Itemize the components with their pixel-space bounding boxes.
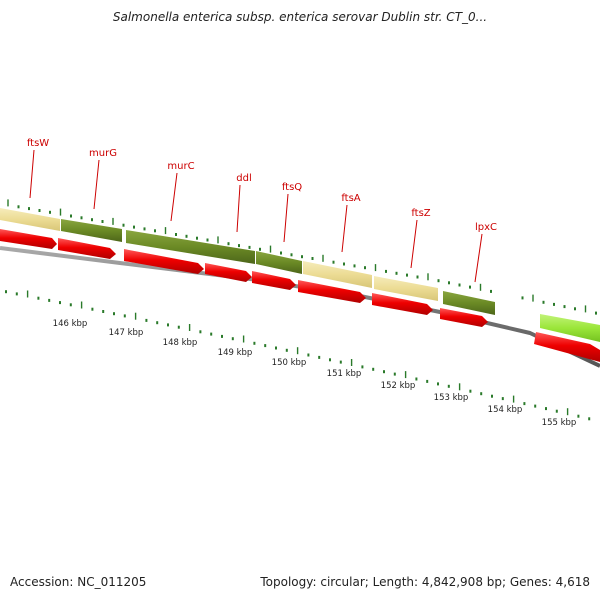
summary-text: Topology: circular; Length: 4,842,908 bp…	[260, 575, 590, 589]
gene-label-ftsW[interactable]: ftsW	[27, 138, 49, 149]
kbp-label: 148 kbp	[163, 338, 198, 348]
gene-feature-ftsA[interactable]	[374, 276, 438, 301]
kbp-label: 154 kbp	[488, 405, 523, 415]
accession-text: Accession: NC_011205	[10, 575, 147, 589]
gene-leader-line	[170, 172, 178, 222]
gene-feature-track	[0, 208, 600, 342]
gene-feature-ddl[interactable]	[256, 251, 302, 274]
gene-feature-lpxC[interactable]	[443, 291, 495, 315]
cds-arrow[interactable]	[58, 238, 116, 259]
kbp-label: 153 kbp	[434, 393, 469, 403]
kbp-label: 149 kbp	[218, 348, 253, 358]
kbp-label: 155 kbp	[542, 418, 577, 428]
gene-label-murC[interactable]: murC	[167, 161, 194, 172]
map-title: Salmonella enterica subsp. enterica sero…	[112, 10, 488, 24]
cds-arrow[interactable]	[252, 271, 296, 290]
gene-feature-murC[interactable]	[126, 230, 255, 264]
cds-arrow[interactable]	[440, 308, 488, 327]
gene-label-murG[interactable]: murG	[89, 148, 117, 159]
cds-arrow[interactable]	[372, 293, 433, 315]
inner-tick-track	[5, 290, 591, 421]
gene-label-layer: ftsW murG murC ddl ftsQ ftsA ftsZ lpxC	[27, 138, 497, 283]
gene-label-ftsQ[interactable]: ftsQ	[282, 182, 302, 193]
gene-feature-next[interactable]	[540, 314, 600, 342]
gene-leader-line	[410, 219, 418, 269]
gene-feature-ftsW[interactable]	[0, 208, 60, 231]
gene-leader-line	[474, 233, 483, 283]
kbp-label: 150 kbp	[272, 358, 307, 368]
kbp-label: 147 kbp	[109, 328, 144, 338]
kbp-label-layer: 146 kbp 147 kbp 148 kbp 149 kbp 150 kbp 151 k…	[53, 319, 577, 428]
gene-leader-line	[29, 149, 35, 199]
gene-feature-murG[interactable]	[61, 219, 122, 242]
gene-feature-ftsQ[interactable]	[303, 261, 372, 288]
kbp-label: 146 kbp	[53, 319, 88, 329]
gene-leader-line	[283, 193, 289, 243]
kbp-label: 152 kbp	[381, 381, 416, 391]
gene-label-ftsA[interactable]: ftsA	[341, 193, 360, 204]
cds-track	[0, 229, 600, 362]
kbp-label: 151 kbp	[327, 369, 362, 379]
cds-arrow[interactable]	[0, 229, 57, 249]
gene-label-lpxC[interactable]: lpxC	[475, 222, 497, 233]
cds-arrow[interactable]	[534, 332, 600, 362]
outer-tick-track	[7, 199, 597, 315]
cds-arrow[interactable]	[205, 263, 252, 282]
cds-arrow[interactable]	[298, 280, 366, 303]
gene-label-ftsZ[interactable]: ftsZ	[411, 208, 430, 219]
gene-leader-line	[341, 204, 348, 253]
cds-arrow[interactable]	[124, 249, 204, 274]
gene-leader-line	[93, 159, 100, 210]
gene-leader-line	[236, 184, 241, 233]
gene-label-ddl[interactable]: ddl	[236, 173, 251, 184]
